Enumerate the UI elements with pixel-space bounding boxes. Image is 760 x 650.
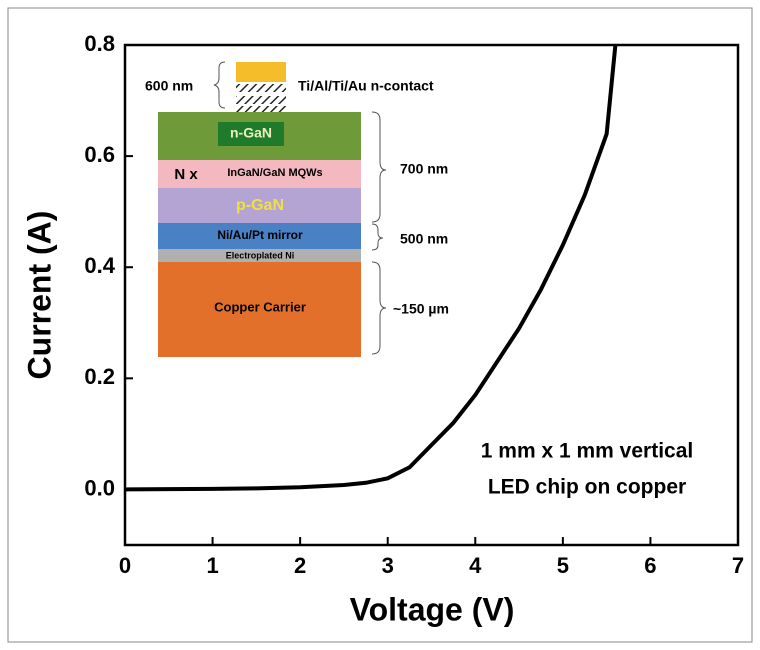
contact-layer: [236, 96, 286, 104]
contact-layer: [236, 62, 286, 82]
x-tick-label: 3: [382, 553, 394, 578]
y-tick-label: 0.8: [84, 31, 115, 56]
x-tick-label: 6: [644, 553, 656, 578]
x-axis-label: Voltage (V): [350, 591, 515, 627]
y-tick-label: 0.6: [84, 142, 115, 167]
y-tick-label: 0.4: [84, 253, 115, 278]
inset-label: 700 nm: [400, 161, 448, 177]
annotation: 1 mm x 1 mm vertical: [481, 440, 693, 463]
x-tick-label: 0: [119, 553, 131, 578]
inset-label: Copper Carrier: [214, 299, 306, 314]
x-tick-label: 4: [469, 553, 482, 578]
brace: [372, 224, 383, 250]
inset-label: N x: [174, 166, 198, 183]
x-tick-label: 2: [294, 553, 306, 578]
inset-label: n-GaN: [230, 125, 272, 141]
contact-layer: [236, 84, 286, 92]
inset-label: Electroplated Ni: [226, 250, 295, 260]
x-tick-label: 1: [206, 553, 218, 578]
inset-label: Ni/Au/Pt mirror: [217, 228, 303, 242]
inset-label: ~150 µm: [393, 301, 449, 317]
inset-label: 600 nm: [145, 78, 193, 94]
annotation: LED chip on copper: [488, 476, 686, 499]
inset-label: InGaN/GaN MQWs: [227, 167, 322, 179]
y-tick-label: 0.2: [84, 364, 115, 389]
inset-label: p-GaN: [236, 197, 284, 214]
inset-label: Ti/Al/Ti/Au n-contact: [298, 78, 434, 94]
y-tick-label: 0.0: [84, 475, 115, 500]
brace: [372, 262, 386, 354]
inset: Ti/Al/Ti/Au n-contact 600 nm n-GaN N x I…: [145, 62, 449, 357]
inset-label: 500 nm: [400, 231, 448, 247]
x-tick-label: 5: [557, 553, 569, 578]
contact-layer: [236, 106, 286, 112]
chart: Voltage (V) Current (A) 1 mm x 1 mm vert…: [0, 0, 760, 650]
x-tick-label: 7: [732, 553, 744, 578]
brace: [214, 62, 225, 108]
brace: [372, 112, 386, 222]
y-axis-label: Current (A): [21, 211, 57, 380]
